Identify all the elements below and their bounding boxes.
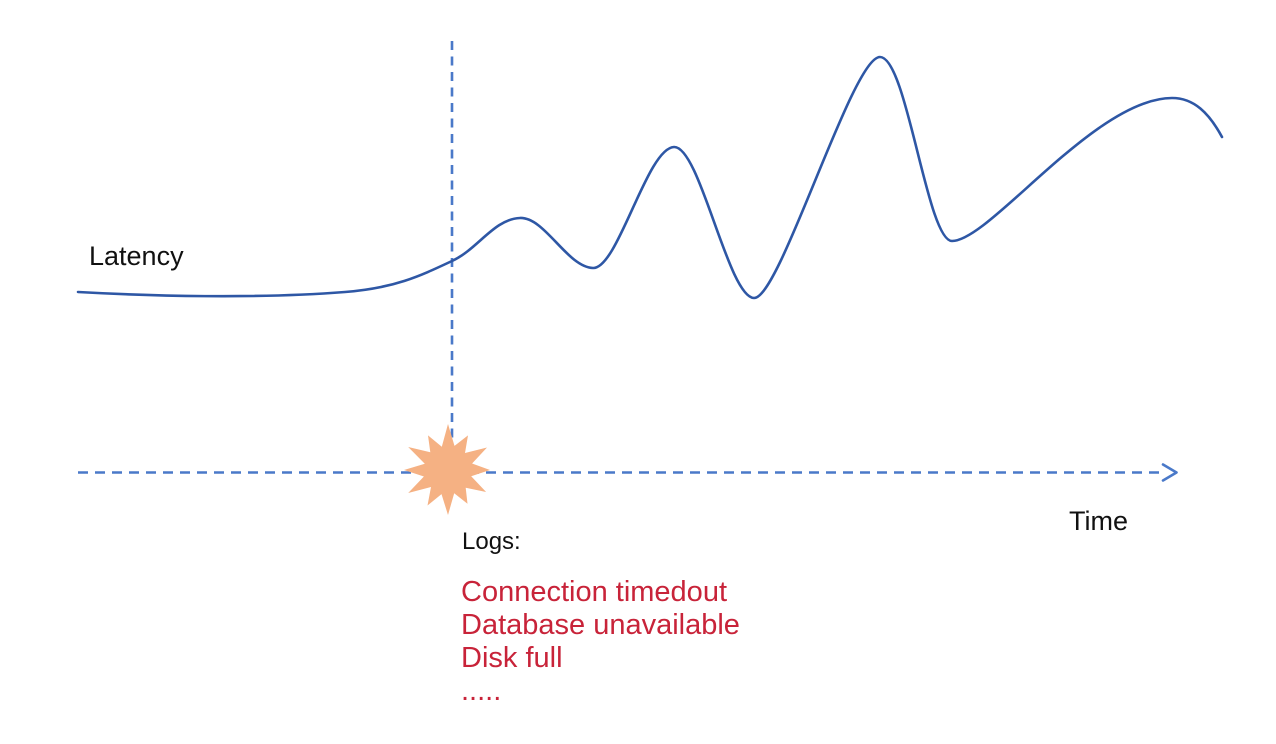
- log-list: Connection timedout Database unavailable…: [461, 576, 740, 708]
- latency-curve: [76, 55, 1224, 300]
- logs-title: Logs:: [462, 528, 521, 555]
- log-entry-connection-timedout: Connection timedout: [461, 576, 727, 608]
- log-entry-ellipsis: .....: [461, 675, 502, 707]
- log-entry-disk-full: Disk full: [461, 642, 563, 674]
- y-axis-label: Latency: [89, 241, 184, 271]
- explosion-icon: [404, 424, 490, 515]
- log-entry-database-unavailable: Database unavailable: [461, 609, 740, 641]
- x-axis-label: Time: [1069, 506, 1128, 536]
- time-axis-arrowhead-icon: [1161, 463, 1178, 482]
